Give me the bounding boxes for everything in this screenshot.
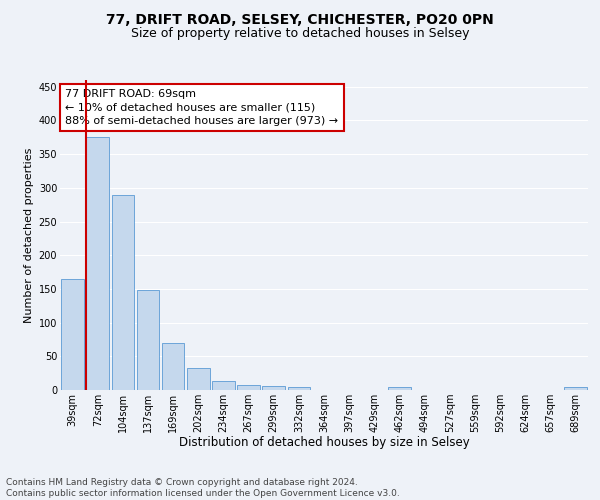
Bar (187, 368, 209, 390)
Bar (61, 279, 84, 390)
Bar (162, 343, 184, 390)
Y-axis label: Number of detached properties: Number of detached properties (25, 148, 34, 322)
Bar (137, 290, 160, 390)
Bar (86, 138, 109, 390)
Bar (212, 380, 235, 390)
Text: 77 DRIFT ROAD: 69sqm
← 10% of detached houses are smaller (115)
88% of semi-deta: 77 DRIFT ROAD: 69sqm ← 10% of detached h… (65, 90, 338, 126)
Bar (237, 384, 260, 390)
X-axis label: Distribution of detached houses by size in Selsey: Distribution of detached houses by size … (179, 436, 469, 450)
Bar (262, 386, 285, 390)
Bar (388, 386, 411, 390)
Bar (112, 194, 134, 390)
Bar (564, 388, 587, 390)
Text: 77, DRIFT ROAD, SELSEY, CHICHESTER, PO20 0PN: 77, DRIFT ROAD, SELSEY, CHICHESTER, PO20… (106, 12, 494, 26)
Bar (287, 388, 310, 390)
Text: Contains HM Land Registry data © Crown copyright and database right 2024.
Contai: Contains HM Land Registry data © Crown c… (6, 478, 400, 498)
Text: Size of property relative to detached houses in Selsey: Size of property relative to detached ho… (131, 28, 469, 40)
